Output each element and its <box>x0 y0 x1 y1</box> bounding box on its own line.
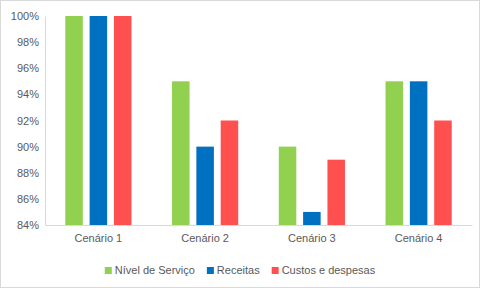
x-tick-label: Cenário 2 <box>181 232 229 244</box>
bars <box>65 16 451 225</box>
bar <box>434 121 452 226</box>
plot: 84%86%88%90%92%94%96%98%100%Cenário 1Cen… <box>11 10 473 244</box>
y-tick-label: 86% <box>17 193 39 205</box>
legend: Nível de Serviço Receitas Custos e despesa… <box>105 264 376 276</box>
x-tick: Cenário 1 <box>75 232 123 244</box>
y-tick-label: 96% <box>17 62 39 74</box>
y-tick: 88% <box>17 167 39 179</box>
legend-item: Nível de Serviço <box>105 264 195 276</box>
bar <box>410 81 428 225</box>
legend-swatch <box>105 267 112 274</box>
x-tick: Cenário 4 <box>395 232 443 244</box>
bar <box>386 81 404 225</box>
y-axis-line <box>45 17 46 226</box>
bar <box>65 16 83 225</box>
bar <box>90 16 108 225</box>
bar <box>114 16 132 225</box>
x-axis: Cenário 1 Cenário 2 Cenário 3 Cenário 4 <box>46 226 473 244</box>
legend-swatch <box>207 267 214 274</box>
x-tick: Cenário 2 <box>181 232 229 244</box>
bar <box>221 121 239 226</box>
y-tick-label: 92% <box>17 115 39 127</box>
legend-swatch <box>272 267 279 274</box>
y-tick: 92% <box>17 115 39 127</box>
bar-series <box>114 16 452 225</box>
bar-series <box>90 16 428 225</box>
y-tick: 94% <box>17 88 39 100</box>
y-tick: 96% <box>17 62 39 74</box>
x-tick: Cenário 3 <box>288 232 336 244</box>
x-tick-label: Cenário 4 <box>395 232 443 244</box>
legend-label: Nível de Serviço <box>115 264 195 276</box>
y-axis: 84% 86% 88% 90% 92% 94% 96% 98% 100% <box>11 10 46 231</box>
y-tick-label: 94% <box>17 88 39 100</box>
bar <box>172 81 190 225</box>
bar <box>279 147 297 225</box>
bar <box>327 160 345 225</box>
y-tick-label: 98% <box>17 36 39 48</box>
legend-label: Receitas <box>217 264 260 276</box>
chart: 84%86%88%90%92%94%96%98%100%Cenário 1Cen… <box>0 0 480 288</box>
y-tick-label: 90% <box>17 141 39 153</box>
x-tick-label: Cenário 3 <box>288 232 336 244</box>
y-tick: 90% <box>17 141 39 153</box>
y-tick-label: 84% <box>17 219 39 231</box>
bar <box>196 147 214 225</box>
x-axis-line <box>46 225 473 226</box>
y-tick: 86% <box>17 193 39 205</box>
legend-item: Custos e despesas <box>272 264 376 276</box>
y-tick: 98% <box>17 36 39 48</box>
x-tick-label: Cenário 1 <box>75 232 123 244</box>
legend-label: Custos e despesas <box>282 264 376 276</box>
y-tick-label: 100% <box>11 10 39 22</box>
legend-item: Receitas <box>207 264 260 276</box>
bar <box>303 212 321 225</box>
y-tick: 84% <box>17 219 39 231</box>
y-tick-label: 88% <box>17 167 39 179</box>
chart-frame <box>1 1 480 288</box>
bar-series <box>65 16 403 225</box>
y-tick: 100% <box>11 10 39 22</box>
